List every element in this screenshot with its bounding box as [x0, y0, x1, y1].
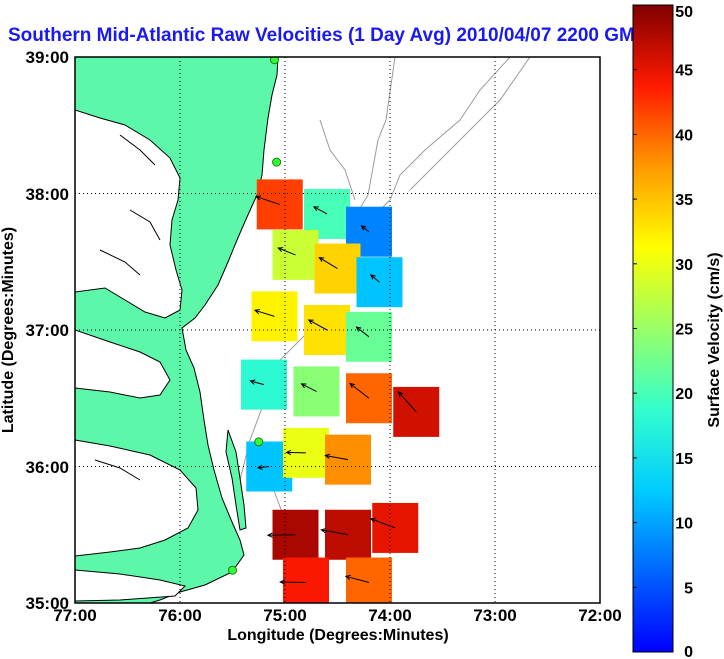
velocity-arrow [349, 382, 370, 399]
x-axis: 77:00 76:00 75:00 74:00 73:00 72:00 Long… [53, 606, 621, 644]
velocity-arrow [253, 309, 275, 317]
velocity-field [241, 179, 440, 603]
velocity-arrow [318, 257, 338, 270]
y-tick-label: 37:00 [26, 321, 69, 340]
y-axis: 39:00 38:00 37:00 36:00 35:00 Latitude (… [0, 48, 69, 613]
station-marker [254, 437, 264, 447]
radar-stations [228, 57, 282, 575]
velocity-arrow [369, 517, 396, 529]
colorbar-tick-label: 35 [675, 192, 693, 209]
station-marker [272, 157, 282, 167]
velocity-arrow [266, 532, 296, 538]
x-tick-label: 77:00 [53, 606, 96, 625]
velocity-arrow [397, 391, 417, 413]
colorbar-tick-label: 10 [675, 516, 693, 533]
colorbar-tick-label: 40 [675, 127, 693, 144]
velocity-arrow [369, 274, 380, 283]
colorbar: 0 5 10 15 20 25 30 35 40 45 50 Surface Velocity (c… [632, 4, 723, 659]
velocity-cell [283, 557, 329, 603]
colorbar-tick-label: 5 [684, 580, 693, 597]
velocity-arrow [307, 319, 328, 331]
y-tick-label: 38:00 [26, 185, 69, 204]
plot-area [75, 57, 600, 603]
velocity-cell [346, 557, 392, 603]
velocity-arrow [249, 379, 265, 386]
x-tick-label: 72:00 [578, 606, 621, 625]
colorbar-tick-label: 20 [675, 386, 693, 403]
colorbar-tick-label: 15 [675, 451, 693, 468]
velocity-arrow [300, 383, 317, 392]
y-axis-label: Latitude (Degrees:Minutes) [0, 227, 17, 433]
y-tick-label: 35:00 [26, 594, 69, 613]
x-tick-label: 74:00 [368, 606, 411, 625]
colorbar-label: Surface Velocity (cm/s) [706, 252, 723, 427]
y-tick-label: 36:00 [26, 458, 69, 477]
velocity-arrow [360, 225, 370, 233]
velocity-arrow [355, 326, 370, 338]
velocity-arrow [320, 528, 349, 536]
x-tick-label: 73:00 [473, 606, 516, 625]
grid-lines [75, 57, 600, 603]
x-tick-label: 76:00 [158, 606, 201, 625]
colorbar-gradient [632, 4, 674, 653]
x-axis-label: Longitude (Degrees:Minutes) [227, 627, 448, 644]
colorbar-ticks: 0 5 10 15 20 25 30 35 40 45 50 [633, 4, 693, 659]
velocity-arrow [324, 453, 349, 461]
y-tick-label: 39:00 [26, 48, 69, 67]
velocity-arrow [285, 449, 307, 456]
velocity-arrow [277, 247, 296, 256]
colorbar-tick-label: 0 [684, 644, 693, 659]
x-tick-label: 75:00 [263, 606, 306, 625]
colorbar-tick-label: 45 [675, 63, 693, 80]
velocity-arrow [279, 579, 307, 585]
station-marker [228, 565, 237, 575]
station-marker [270, 57, 279, 65]
chart-title: Southern Mid-Atlantic Raw Velocities (1 … [8, 25, 647, 46]
velocity-arrow [312, 206, 328, 215]
colorbar-tick-label: 50 [675, 4, 693, 21]
velocity-arrow [344, 574, 370, 584]
colorbar-tick-label: 25 [675, 322, 693, 339]
plot-frame [74, 56, 601, 604]
velocity-arrow [255, 195, 280, 205]
colorbar-tick-label: 30 [675, 257, 693, 274]
